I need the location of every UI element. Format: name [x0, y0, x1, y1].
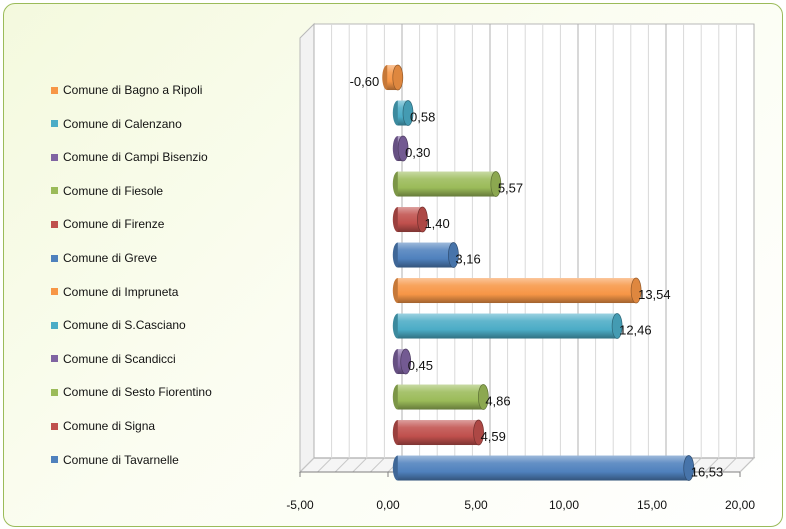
legend-label: Comune di Calenzano [63, 116, 182, 131]
legend-item: Comune di Greve [51, 248, 157, 268]
floor-gridline [299, 457, 315, 473]
legend-item: Comune di Bagno a Ripoli [51, 80, 202, 100]
legend-label: Comune di Scandicci [63, 351, 176, 366]
legend-item: Comune di Fiesole [51, 181, 163, 201]
data-label: 0,58 [410, 110, 435, 125]
floor-gridline [704, 457, 720, 473]
bar-end-cap [400, 348, 412, 375]
data-label: 4,59 [481, 429, 506, 444]
legend-swatch [51, 355, 58, 363]
data-label: 4,86 [485, 394, 510, 409]
legend-swatch [51, 153, 58, 161]
bar-end-cap [683, 455, 695, 481]
data-label: 5,57 [498, 181, 523, 196]
legend-item: Comune di Firenze [51, 214, 164, 234]
legend-item: Comune di Calenzano [51, 114, 182, 134]
legend-swatch [51, 288, 58, 296]
legend-item: Comune di Impruneta [51, 282, 178, 302]
legend-swatch [51, 220, 58, 228]
bar-end-cap [448, 242, 459, 268]
data-label: 0,45 [408, 358, 433, 373]
back-wall [313, 23, 755, 459]
x-tick-label: 20,00 [725, 498, 755, 512]
bar [397, 455, 689, 481]
legend-item: Comune di Tavarnelle [51, 450, 179, 470]
legend-label: Comune di Tavarnelle [63, 452, 179, 467]
legend-label: Comune di Fiesole [63, 183, 164, 198]
bar-end-cap [630, 277, 642, 304]
data-label: 3,16 [455, 252, 480, 267]
floor-gridline [334, 457, 350, 473]
bar-end-cap [490, 171, 502, 197]
legend-swatch [51, 456, 58, 464]
bar [397, 171, 496, 197]
legend-label: Comune di Bagno a Ripoli [63, 83, 203, 97]
bar [397, 384, 484, 410]
bar-end-cap [417, 206, 428, 233]
floor-gridline [317, 457, 332, 473]
legend-item: Comune di Scandicci [51, 349, 176, 369]
bar-end-cap [402, 100, 414, 126]
data-label: -0,60 [350, 74, 380, 89]
legend-label: Comune di Sesto Fiorentino [63, 385, 212, 400]
x-tick-label: -5,00 [286, 498, 314, 512]
bar [397, 278, 637, 304]
legend-label: Comune di Impruneta [63, 284, 179, 299]
data-label: 16,53 [691, 465, 724, 480]
x-tick-label: 15,00 [637, 498, 667, 512]
legend-item: Comune di Sesto Fiorentino [51, 382, 212, 402]
legend-label: Comune di Firenze [63, 217, 165, 232]
legend-swatch [51, 86, 58, 94]
legend-item: Comune di S.Casciano [51, 315, 186, 335]
legend-swatch [51, 388, 58, 396]
side-wall [299, 22, 315, 474]
legend-item: Comune di Signa [51, 416, 155, 436]
legend-label: Comune di Campi Bisenzio [63, 150, 208, 165]
legend-swatch [51, 120, 58, 128]
bar [397, 420, 479, 446]
bar [397, 242, 454, 268]
floor-gridline [739, 457, 755, 473]
legend-label: Comune di S.Casciano [63, 318, 186, 333]
legend-label: Comune di Greve [63, 251, 158, 265]
bar-end-cap [611, 313, 623, 339]
legend-swatch [51, 187, 58, 195]
legend-swatch [51, 321, 58, 329]
bar-end-cap [473, 419, 484, 446]
bar-end-cap [392, 64, 404, 91]
data-label: 13,54 [638, 287, 671, 302]
floor-gridline [352, 457, 368, 473]
floor-gridline [722, 457, 737, 473]
data-label: 0,30 [405, 145, 430, 160]
legend: Comune di Bagno a Ripoli Comune di Calenz… [51, 80, 291, 470]
legend-label: Comune di Signa [63, 419, 156, 433]
bar-end-cap [397, 135, 409, 162]
legend-swatch [51, 422, 58, 430]
x-tick-label: 5,00 [464, 498, 488, 512]
bar [397, 313, 618, 339]
data-label: 1,40 [424, 216, 449, 231]
x-tick-label: 10,00 [549, 498, 579, 512]
data-label: 12,46 [619, 323, 652, 338]
bar-end-cap [477, 384, 489, 410]
legend-item: Comune di Campi Bisenzio [51, 147, 208, 167]
legend-swatch [51, 254, 58, 262]
x-tick-label: 0,00 [376, 498, 400, 512]
floor-gridline [370, 457, 385, 473]
